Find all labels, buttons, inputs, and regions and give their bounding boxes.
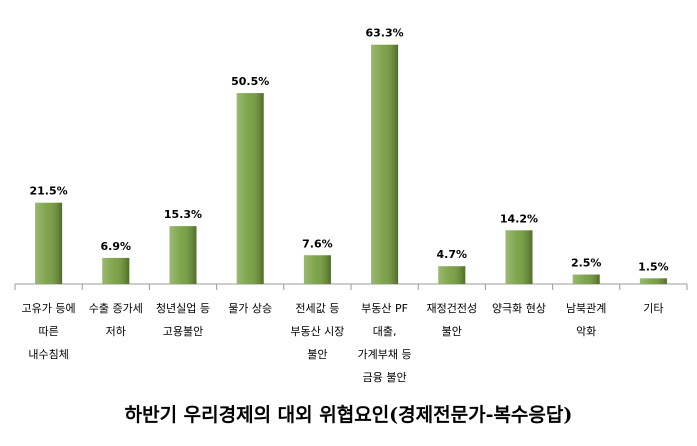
x-tick-label: 고유가 등에 따른 내수침체 — [21, 302, 76, 361]
bar-shade — [303, 255, 331, 284]
chart-title: 하반기 우리경제의 대외 위협요인(경제전문가-복수응답) — [124, 404, 573, 426]
x-tick-label: 부동산 PF 대출, 가계부채 등 금융 불안 — [357, 302, 412, 384]
x-tick-label: 남북관계 악화 — [565, 302, 607, 338]
value-label: 6.9% — [101, 240, 132, 253]
bar-shade — [102, 257, 130, 284]
value-label: 7.6% — [302, 237, 333, 250]
value-label: 50.5% — [231, 75, 269, 88]
value-label: 63.3% — [366, 27, 404, 40]
x-tick-label: 기타 — [643, 302, 664, 315]
value-label: 1.5% — [638, 260, 669, 273]
value-label: 2.5% — [571, 257, 602, 270]
value-label: 15.3% — [164, 208, 202, 221]
x-tick-label: 수출 증가세 저하 — [88, 302, 143, 338]
x-tick-label: 청년실업 등 고용불안 — [155, 302, 211, 338]
bar-shade — [371, 44, 399, 285]
bar-shade — [572, 274, 600, 284]
x-tick-label: 물가 상승 — [228, 302, 273, 315]
value-label: 14.2% — [500, 212, 538, 225]
x-tick-label: 재정건전성 불안 — [426, 302, 478, 338]
bar-shade — [639, 278, 667, 284]
bar-shade — [438, 266, 466, 284]
bar-shade — [169, 226, 197, 284]
bar-shade — [35, 202, 63, 284]
x-tick-label: 양극화 현상 — [491, 302, 547, 315]
bar-shade — [505, 230, 533, 284]
bar-shade — [236, 93, 264, 284]
value-label: 21.5% — [30, 185, 68, 198]
x-tick-label: 전세값 등 부동산 시장 불안 — [290, 302, 345, 361]
value-label: 4.7% — [437, 248, 468, 261]
